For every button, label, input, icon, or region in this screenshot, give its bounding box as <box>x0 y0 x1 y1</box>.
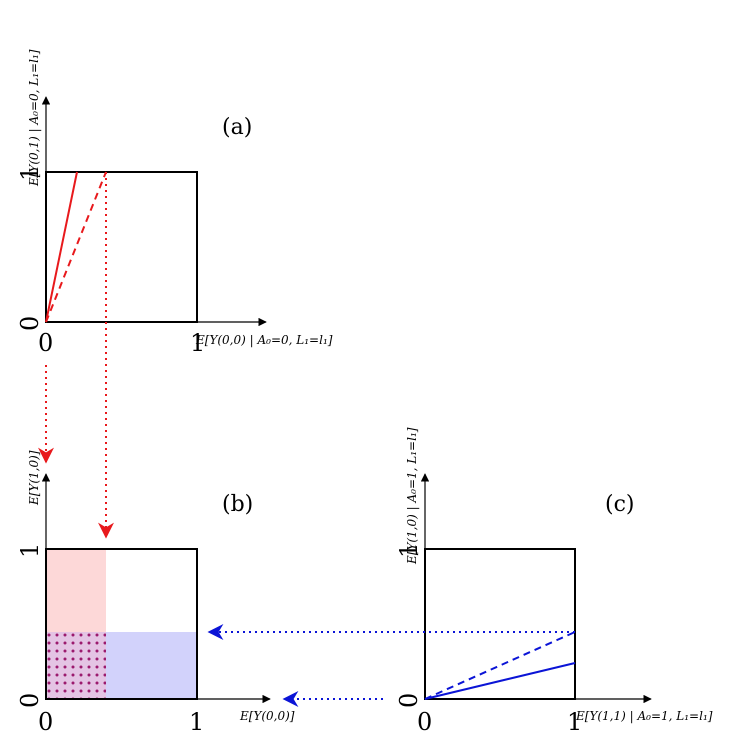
panel-a-tick-y0: 0 <box>16 316 44 331</box>
panel-c-tick-y1: 1 <box>395 543 423 558</box>
panel-c: (c) 0 1 0 1 E[Y(1,1) | A₀=1, L₁=l₁] E[Y(… <box>395 427 713 736</box>
panel-b-tick-y0: 0 <box>16 693 44 708</box>
panel-b-x-axis-label: E[Y(0,0)] <box>239 709 295 723</box>
panel-a-tick-y1: 1 <box>16 166 44 181</box>
panel-c-x-axis-label: E[Y(1,1) | A₀=1, L₁=l₁] <box>575 709 713 723</box>
panel-c-tick-x1: 1 <box>567 708 582 736</box>
panel-a-tick-x0: 0 <box>38 329 53 357</box>
panel-b-unit-square <box>45 548 198 700</box>
panel-a-unit-square <box>45 171 198 323</box>
panel-c-tick-x0: 0 <box>417 708 432 736</box>
panel-b-y-axis-label: E[Y(1,0)] <box>27 450 41 506</box>
panel-a-solid-red-line <box>45 171 78 323</box>
panel-a-x-axis-label: E[Y(0,0) | A₀=0, L₁=l₁] <box>195 333 333 347</box>
panel-a-dashed-red-line <box>45 171 107 323</box>
panel-c-dashed-blue-line <box>424 631 576 700</box>
panel-a-y-axis-label: E[Y(0,1) | A₀=0, L₁=l₁] <box>27 49 41 187</box>
panel-b-tick-y1: 1 <box>16 543 44 558</box>
panel-b-tick-x1: 1 <box>189 708 204 736</box>
panel-c-solid-blue-line <box>424 662 576 700</box>
panel-c-tick-y0: 0 <box>395 693 423 708</box>
panel-a-label: (a) <box>222 115 252 140</box>
panel-b: (b) 0 1 0 1 E[Y(0,0)] E[Y(1,0)] <box>16 450 295 736</box>
panel-b-label: (b) <box>222 492 253 517</box>
panel-a-tick-x1: 1 <box>190 329 205 357</box>
panel-c-unit-square <box>424 548 576 700</box>
panel-a: (a) 0 1 0 1 E[Y(0,0) | A₀=0, L₁=l₁] E[Y(… <box>16 49 333 357</box>
panel-b-tick-x0: 0 <box>38 708 53 736</box>
panel-c-y-axis-label: E[Y(1,0) | A₀=1, L₁=l₁] <box>405 427 419 565</box>
panel-c-label: (c) <box>605 492 635 517</box>
panel-b-dot-grid <box>46 632 106 699</box>
